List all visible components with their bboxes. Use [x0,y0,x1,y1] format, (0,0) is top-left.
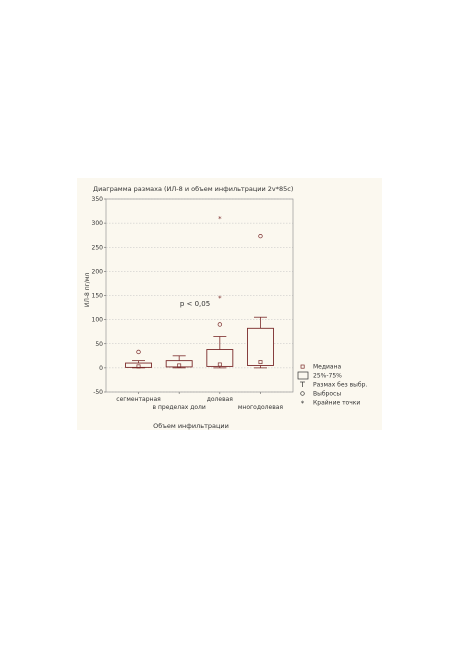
legend-label: Размах без выбр. [313,382,367,389]
box-group [247,234,274,369]
y-axis-label: ИЛ-8 пг/мл [84,273,91,308]
legend-box-symbol [297,371,309,380]
x-tick-label: в пределах доли [153,404,206,411]
y-tick-label: 50 [95,341,103,348]
extreme-point: * [218,215,222,223]
x-tick-label: долевая [207,396,234,403]
y-tick-label: -50 [93,389,103,396]
legend-label: 25%-75% [313,373,342,380]
median-marker [177,363,182,368]
x-tick-label: многодолевая [238,404,284,411]
chart-svg: Диаграмма размаха (ИЛ-8 и объем инфильтр… [84,185,367,430]
legend-item: Выбросы [300,391,341,398]
extreme-point: * [218,294,222,302]
box-group [125,349,152,369]
y-tick-label: 100 [92,317,104,324]
box-iqr [247,327,274,366]
box-iqr [125,362,152,368]
p-value-annotation: p < 0,05 [180,300,210,308]
y-tick-label: 300 [92,220,104,227]
outlier-point [136,349,141,355]
legend-item: * Крайние точки [301,400,361,408]
legend-label: Выбросы [313,391,341,398]
y-tick-label: 200 [92,268,104,275]
legend-item: Размах без выбр. [300,382,367,389]
box-group: ** [206,215,234,369]
median-marker [258,360,263,365]
legend-median-symbol [300,364,305,369]
box-group [165,355,193,369]
x-axis-label: Объем инфильтрации [153,422,229,430]
legend-outlier-symbol [300,391,305,396]
median-marker [217,362,222,367]
outlier-point [217,322,222,327]
chart-title: Диаграмма размаха (ИЛ-8 и объем инфильтр… [93,185,293,193]
y-tick-label: 0 [99,365,103,372]
legend-item: 25%-75% [297,371,342,380]
legend-label: Крайние точки [313,400,360,407]
chart-figure: Диаграмма размаха (ИЛ-8 и объем инфильтр… [77,178,382,430]
median-marker [136,364,141,369]
outlier-point [258,234,263,239]
legend-extreme-symbol: * [301,400,305,408]
y-tick-label: 150 [92,293,104,300]
box-iqr [206,349,234,367]
legend-item: Медиана [300,364,342,371]
legend-label: Медиана [313,364,342,371]
x-tick-label: сегментарная [116,396,161,403]
y-tick-label: 350 [92,196,104,203]
y-tick-label: 250 [92,244,104,251]
